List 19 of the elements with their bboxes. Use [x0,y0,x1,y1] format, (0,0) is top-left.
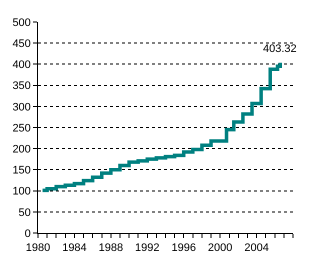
y-tick-label: 400 [12,59,31,72]
x-tick-label: 2000 [208,242,232,254]
annotation: 403.32 [263,43,297,55]
y-tick-label: 0 [24,228,31,240]
y-tick-label: 500 [12,16,31,29]
x-tick-label: 1996 [171,242,196,254]
x-tick-label: 1988 [98,242,124,254]
y-tick-label: 100 [12,186,31,198]
y-tick-label: 450 [12,38,31,50]
y-tick-label: 350 [12,80,31,92]
y-tick-label: 250 [12,122,31,134]
y-tick-label: 200 [12,143,31,156]
y-tick-label: 50 [18,206,31,219]
x-tick-label: 1980 [26,242,50,254]
y-tick-label: 150 [12,164,31,177]
y-tick-label: 300 [12,101,31,114]
x-tick-label: 1984 [62,242,87,254]
x-tick-label: 1992 [135,242,160,254]
x-tick-label: 2004 [244,242,269,254]
